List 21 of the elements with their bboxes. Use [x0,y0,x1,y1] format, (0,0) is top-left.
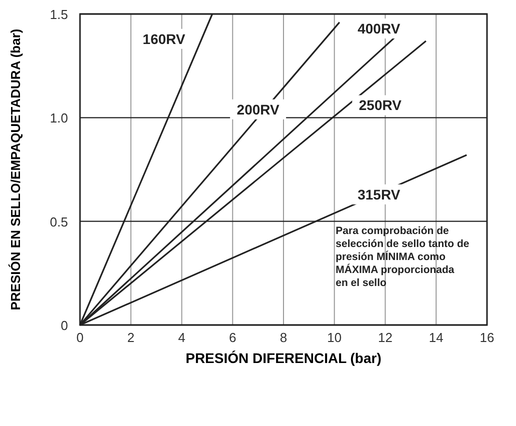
y-tick-label: 0 [60,318,68,333]
annotation: Para comprobación de selección de sello tanto de presión MÍNIMA como MÁXIMA proporcionada en el sello [336,224,470,289]
series-label: 160RV [142,30,186,47]
x-tick-label: 16 [480,330,494,345]
series-label: 250RV [358,97,402,114]
y-tick-label: 1.5 [50,7,68,22]
x-tick-label: 2 [127,330,134,345]
x-tick-label: 12 [378,330,392,345]
series-label: 200RV [236,101,280,118]
y-tick-label: 1.0 [50,110,68,126]
x-tick-label: 4 [178,330,186,345]
y-axis-title: PRESIÓN EN SELLO/EMPAQUETADURA (bar) [8,28,23,310]
x-tick-label: 10 [327,330,342,345]
x-axis-title: PRESIÓN DIFERENCIAL (bar) [186,350,382,366]
series-label: 400RV [358,20,401,37]
y-tick-label: 0.5 [50,214,68,230]
x-tick-label: 8 [280,330,288,345]
series-label: 315RV [358,186,401,202]
x-tick-label: 0 [76,330,84,345]
x-tick-label: 14 [428,330,444,345]
x-tick-label: 6 [229,330,236,345]
